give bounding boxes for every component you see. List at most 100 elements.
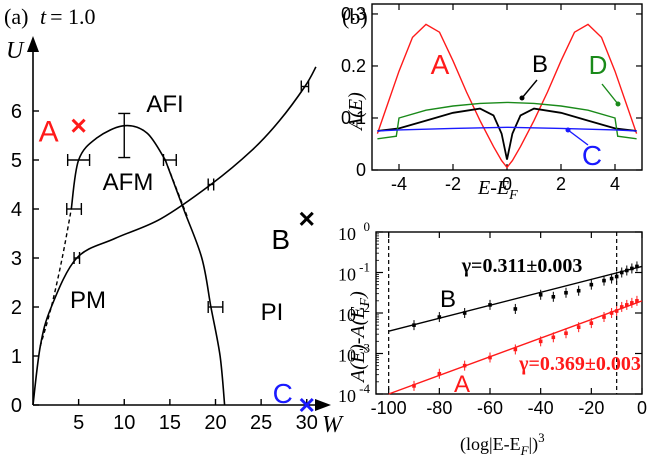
x-tick-label: 0 <box>502 174 512 194</box>
data-point <box>614 309 619 313</box>
series-label-a: A <box>454 371 470 398</box>
panel-a-title: t = 1.0 <box>40 4 96 29</box>
point-marker-a <box>71 118 86 133</box>
y-tick-label: 0.2 <box>341 56 366 76</box>
x-tick-label: 15 <box>159 412 181 434</box>
panel-c-ylabel: A(E)-A(EF) <box>347 291 373 384</box>
data-point <box>551 295 556 299</box>
series-line-b <box>377 107 637 160</box>
y-tick-label: 10 <box>338 265 356 285</box>
series-line-c <box>377 126 637 132</box>
data-point <box>609 276 614 281</box>
data-point <box>513 307 518 311</box>
point-label-a: A <box>39 116 59 149</box>
data-point <box>538 292 543 297</box>
x-tick-label: 10 <box>113 412 135 434</box>
x-tick-label: 4 <box>610 174 620 194</box>
data-point <box>564 290 568 295</box>
data-point <box>412 323 416 327</box>
panel-b-label: (b) <box>342 4 368 29</box>
x-tick-label: 0 <box>637 398 647 418</box>
data-point <box>551 335 556 340</box>
x-tick-label: 25 <box>250 412 272 434</box>
series-pointer-head-b <box>519 95 525 101</box>
data-point <box>576 325 581 329</box>
y-tick-exponent: -2 <box>359 300 370 315</box>
data-point <box>488 355 492 360</box>
dashed-boundary-left <box>39 208 72 347</box>
y-axis-arrow <box>27 36 39 52</box>
series-line-a <box>376 23 638 169</box>
y-tick-exponent: -3 <box>359 341 370 356</box>
data-point <box>602 315 606 319</box>
point-label-c: C <box>273 378 293 409</box>
data-point <box>437 315 442 319</box>
data-point <box>635 264 639 269</box>
y-tick-label: 10 <box>338 346 356 366</box>
fit-gamma-label-b: γ=0.311±0.003 <box>461 255 583 277</box>
x-axis-arrow <box>315 399 331 411</box>
region-label-afi: AFI <box>146 91 183 118</box>
region-label-afm: AFM <box>103 169 154 196</box>
x-tick-label: -80 <box>426 398 452 418</box>
data-point <box>630 266 634 271</box>
panel-b-xlabel: E-EF <box>477 177 518 203</box>
series-label-d: D <box>589 50 608 80</box>
data-point <box>462 363 467 368</box>
region-label-pi: PI <box>261 299 284 326</box>
y-tick-exponent: -4 <box>359 381 370 396</box>
y-tick-label: 0.3 <box>341 4 366 24</box>
series-line-d <box>377 101 637 140</box>
panel-a-label: (a) <box>4 4 28 29</box>
series-label-b: B <box>440 286 456 313</box>
series-label-a: A <box>431 49 450 80</box>
data-point <box>564 331 568 336</box>
data-point <box>625 303 629 307</box>
x-tick-label: 20 <box>204 412 226 434</box>
point-marker-b <box>299 211 314 226</box>
data-point <box>538 339 543 344</box>
point-marker-c <box>299 397 314 413</box>
y-tick-exponent: -1 <box>359 260 370 275</box>
data-point <box>619 270 624 275</box>
series-pointer-c <box>567 129 589 146</box>
y-tick-exponent: 0 <box>364 219 371 234</box>
dashed-boundary-right <box>164 159 189 220</box>
y-tick-label: 3 <box>11 248 22 270</box>
y-tick-label: 2 <box>11 297 22 319</box>
x-tick-label: -40 <box>528 398 554 418</box>
data-point <box>614 274 619 279</box>
data-point <box>462 311 467 315</box>
data-point <box>412 384 416 388</box>
series-pointer-head-c <box>565 127 571 133</box>
y-tick-label: 0.1 <box>341 108 366 128</box>
data-point <box>513 347 518 352</box>
data-point <box>437 371 442 376</box>
data-point <box>630 301 634 305</box>
series-pointer-b <box>521 79 538 99</box>
series-label-b: B <box>532 51 548 78</box>
y-tick-label: 0 <box>11 395 22 417</box>
x-tick-label: 2 <box>556 174 566 194</box>
y-tick-label: 10 <box>338 305 356 325</box>
y-tick-label: 4 <box>11 199 22 221</box>
data-point <box>589 321 594 325</box>
fit-gamma-label-a: γ=0.369±0.003 <box>518 353 641 375</box>
series-pointer-d <box>601 83 619 105</box>
panel-b-plot: -4 -2 0 2 4 0 0.1 0.2 0.3 A B D C <box>341 3 643 194</box>
data-point <box>589 282 594 287</box>
panel-a-plot: 5 10 15 20 25 30 0 1 2 3 4 5 6 AFI AFM PM PI A B C <box>11 36 331 434</box>
y-tick-label: 5 <box>11 150 22 172</box>
series-pointer-head-d <box>615 101 621 107</box>
x-tick-label: -2 <box>445 174 461 194</box>
panel-c-xlabel: (log|E-EF|)3 <box>460 430 545 458</box>
metal-insulator-boundary <box>32 66 317 406</box>
data-point <box>488 303 492 307</box>
x-tick-label: 5 <box>73 412 84 434</box>
y-tick-label: 6 <box>11 101 22 123</box>
x-tick-label: 30 <box>296 412 318 434</box>
panel-a-xlabel: W <box>322 412 344 438</box>
y-tick-label: 10 <box>338 224 356 244</box>
